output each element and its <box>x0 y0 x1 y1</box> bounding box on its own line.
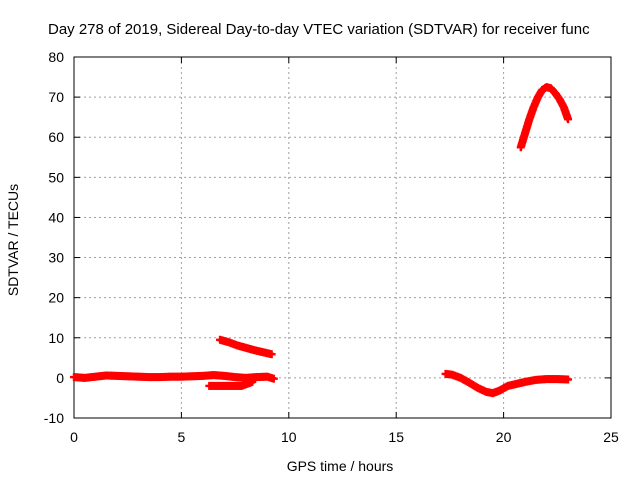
y-tick-label: 70 <box>48 89 64 105</box>
y-tick-label: 0 <box>56 370 64 386</box>
chart-title: Day 278 of 2019, Sidereal Day-to-day VTE… <box>48 21 590 38</box>
grid <box>74 57 611 418</box>
y-tick-label: 30 <box>48 250 64 266</box>
y-tick-label: 40 <box>48 209 64 225</box>
x-axis-label: GPS time / hours <box>287 458 394 474</box>
y-tick-label: 10 <box>48 330 64 346</box>
x-tick-label: 0 <box>70 429 78 445</box>
plot-frame <box>73 56 612 419</box>
y-axis-label: SDTVAR / TECUs <box>5 184 21 296</box>
y-tick-label: -10 <box>44 410 64 426</box>
data-point <box>248 377 257 386</box>
y-tick-label: 20 <box>48 290 64 306</box>
y-tick-label: 80 <box>48 49 64 65</box>
x-tick-label: 5 <box>178 429 186 445</box>
ticks: 0 5 10 15 20 25 -10 0 10 20 30 40 50 60 70 80 <box>44 49 619 445</box>
x-tick-label: 10 <box>281 429 297 445</box>
y-tick-label: 60 <box>48 129 64 145</box>
x-tick-label: 20 <box>496 429 512 445</box>
x-tick-label: 15 <box>388 429 404 445</box>
data-point <box>269 374 278 383</box>
data-point <box>564 375 573 384</box>
y-tick-label: 50 <box>48 169 64 185</box>
data-point <box>564 115 573 124</box>
data-points <box>70 83 573 398</box>
x-tick-label: 25 <box>603 429 619 445</box>
data-point <box>267 350 276 359</box>
